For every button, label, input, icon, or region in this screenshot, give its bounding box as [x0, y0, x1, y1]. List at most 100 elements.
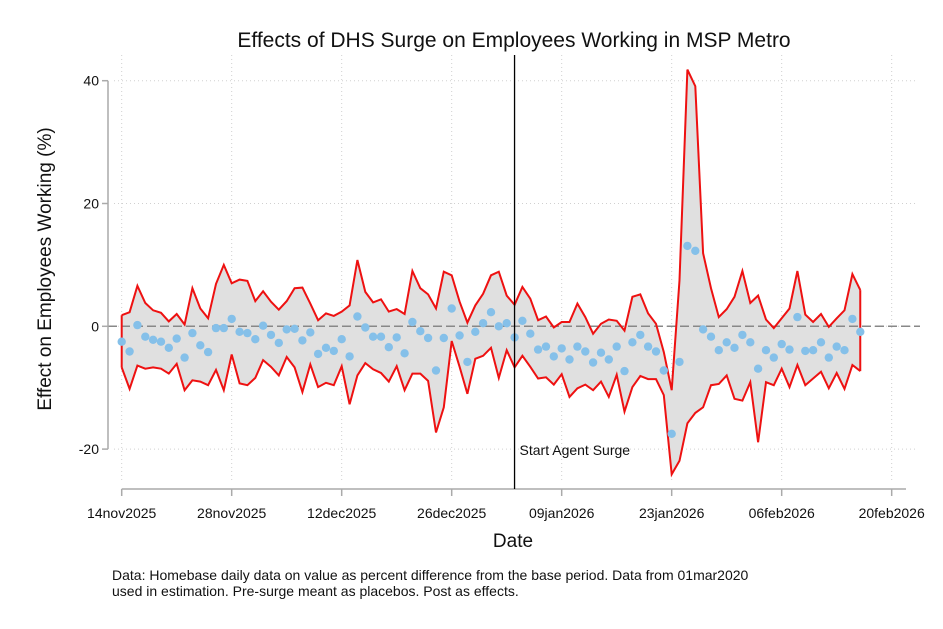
data-point [282, 325, 291, 334]
data-note-line-2: used in estimation. Pre-surge meant as p… [112, 583, 519, 599]
data-point [824, 353, 833, 362]
data-point [455, 331, 464, 340]
x-tick-label: 23jan2026 [639, 505, 705, 521]
y-tick-label: -20 [79, 441, 99, 457]
data-point [486, 308, 496, 317]
data-point [235, 327, 244, 336]
data-point [478, 319, 488, 328]
data-point [714, 346, 723, 355]
grid [114, 55, 918, 481]
data-point [667, 429, 676, 438]
data-point [463, 357, 472, 367]
data-point [306, 328, 315, 337]
data-point [494, 322, 503, 331]
data-point [400, 349, 409, 358]
upper-ci-line [121, 69, 862, 391]
data-point [431, 366, 441, 375]
data-point [581, 347, 590, 356]
data-point [636, 330, 645, 340]
data-point [266, 330, 276, 340]
data-point [777, 339, 786, 349]
data-point [439, 333, 448, 343]
data-point [313, 349, 323, 359]
data-point [518, 316, 527, 325]
data-point [526, 329, 535, 338]
y-axis: 40 20 0 -20 [79, 73, 109, 457]
data-point [471, 327, 480, 336]
data-note-line-1: Data: Homebase daily data on value as pe… [112, 567, 749, 583]
data-point [188, 328, 197, 338]
data-point [565, 355, 574, 364]
x-axis: 14nov2025 28nov2025 12dec2025 26dec2025 09ja… [87, 488, 925, 521]
data-point [243, 328, 252, 338]
data-point [274, 338, 283, 348]
data-point [408, 317, 417, 327]
x-tick-label: 14nov2025 [87, 505, 157, 521]
data-point [203, 347, 213, 357]
data-point [746, 338, 755, 347]
data-point [219, 323, 228, 333]
data-point [801, 346, 810, 356]
data-point [211, 323, 221, 333]
y-tick-label: 20 [83, 196, 99, 212]
y-axis-title: Effect on Employees Working (%) [35, 127, 56, 410]
data-point [541, 342, 551, 351]
data-point [533, 345, 543, 354]
data-point [384, 343, 393, 352]
data-point [856, 327, 865, 336]
x-tick-label: 28nov2025 [197, 505, 267, 521]
x-axis-title: Date [493, 531, 533, 552]
data-point [612, 342, 621, 351]
data-point [416, 327, 425, 336]
lower-ci-line [120, 340, 861, 478]
y-tick-label: 40 [83, 73, 99, 89]
x-tick-label: 20feb2026 [859, 505, 925, 521]
data-point [620, 366, 629, 376]
data-point [353, 312, 362, 321]
data-point [125, 347, 134, 356]
y-tick-label: 0 [91, 318, 99, 334]
data-point [141, 332, 150, 341]
data-point [164, 343, 173, 352]
data-point [345, 352, 354, 361]
data-point [133, 320, 142, 330]
data-point [761, 346, 771, 355]
data-point [549, 352, 558, 361]
data-point [738, 330, 747, 340]
data-point [156, 337, 166, 346]
data-point [251, 335, 260, 344]
data-point [329, 346, 338, 356]
data-point [816, 338, 826, 347]
data-point [117, 337, 126, 346]
data-point [651, 347, 661, 356]
data-point [643, 342, 653, 351]
data-point [258, 321, 268, 330]
data-point [361, 323, 370, 332]
data-note: Data: Homebase daily data on value as pe… [112, 567, 912, 599]
data-point [840, 346, 849, 355]
data-point [604, 355, 613, 364]
data-point [808, 346, 818, 355]
x-tick-label: 26dec2025 [417, 505, 487, 521]
data-point [675, 357, 684, 367]
chart-title: Effects of DHS Surge on Employees Workin… [237, 29, 790, 52]
data-point [683, 241, 692, 251]
data-point [659, 366, 668, 375]
data-point [337, 335, 346, 344]
x-tick-label: 09jan2026 [529, 505, 595, 521]
surge-event-label: Start Agent Surge [520, 442, 631, 458]
data-point [730, 343, 739, 352]
data-point [376, 332, 386, 341]
data-point [573, 342, 582, 351]
data-point [588, 358, 598, 367]
data-point [753, 364, 763, 373]
data-point [423, 333, 433, 343]
x-tick-label: 12dec2025 [307, 505, 377, 521]
data-point [148, 335, 158, 344]
data-point [832, 342, 841, 351]
data-point [722, 338, 731, 347]
data-point [848, 314, 857, 324]
data-point [557, 344, 566, 353]
data-point [298, 336, 307, 345]
